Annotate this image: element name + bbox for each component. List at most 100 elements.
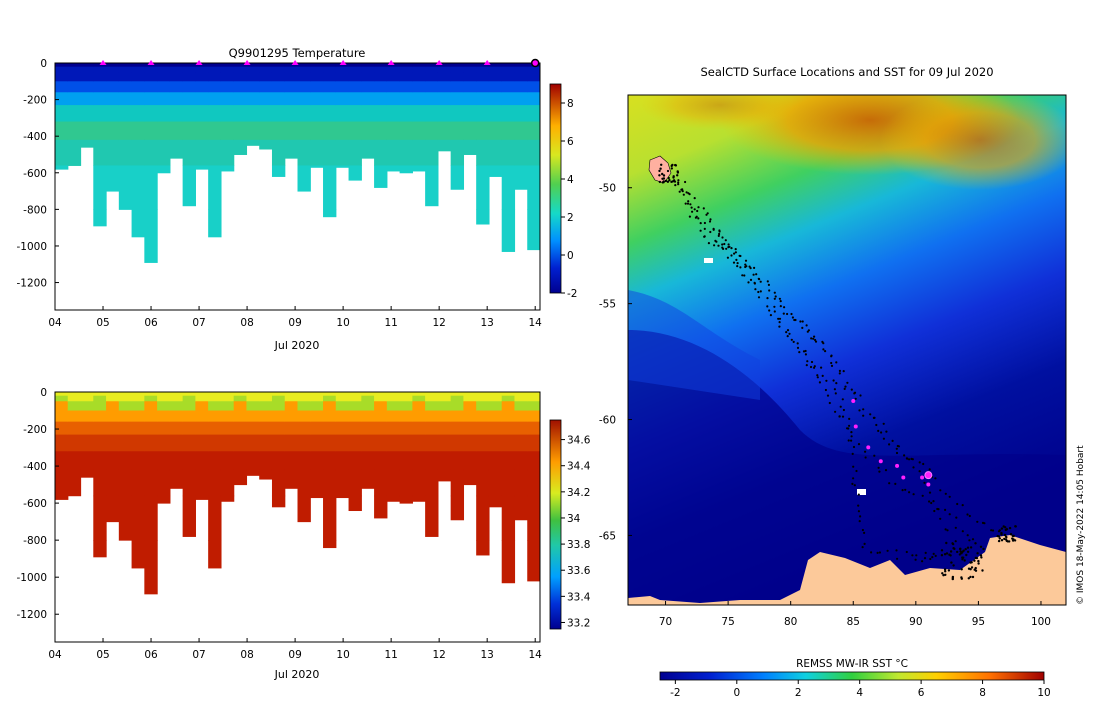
track-dot bbox=[952, 547, 955, 550]
track-dot bbox=[914, 558, 917, 561]
track-dot bbox=[884, 469, 888, 472]
track-dot bbox=[667, 176, 670, 180]
map-ytick-label: -65 bbox=[599, 530, 616, 542]
track-dot bbox=[976, 552, 979, 555]
track-dot bbox=[786, 312, 789, 316]
temperature-profile bbox=[450, 63, 465, 190]
track-dot bbox=[820, 366, 823, 369]
temperature-xtick-label: 07 bbox=[192, 317, 205, 329]
track-dot bbox=[973, 568, 976, 571]
temperature-profile bbox=[425, 63, 439, 207]
recent-position-marker bbox=[866, 445, 871, 450]
track-dot bbox=[806, 360, 809, 363]
track-dot bbox=[858, 520, 861, 523]
track-dot bbox=[743, 274, 746, 277]
track-dot bbox=[662, 180, 665, 183]
track-dot bbox=[897, 445, 901, 448]
track-dot bbox=[863, 531, 866, 535]
track-dot bbox=[859, 515, 862, 518]
track-dot bbox=[759, 290, 762, 293]
sst-cbar-label: 0 bbox=[733, 687, 740, 699]
track-dot bbox=[941, 572, 944, 575]
track-dot bbox=[850, 435, 853, 438]
track-dot bbox=[888, 443, 891, 446]
track-dot bbox=[944, 570, 947, 573]
track-dot bbox=[838, 415, 841, 418]
track-dot bbox=[818, 381, 822, 384]
track-dot bbox=[952, 564, 955, 567]
track-dot bbox=[944, 573, 947, 576]
temperature-xtick-label: 12 bbox=[432, 317, 445, 329]
temperature-profile bbox=[208, 63, 222, 238]
sst-cbar-label: 2 bbox=[795, 687, 802, 699]
track-dot bbox=[895, 549, 898, 552]
temperature-profile bbox=[361, 63, 375, 159]
salinity-xtick-label: 05 bbox=[96, 649, 109, 661]
track-dot bbox=[822, 342, 825, 345]
track-dot bbox=[777, 317, 780, 320]
temperature-cbar-label: 8 bbox=[567, 98, 574, 110]
track-dot bbox=[728, 245, 731, 248]
temperature-profile bbox=[527, 63, 540, 251]
salinity-xtick-label: 04 bbox=[48, 649, 62, 661]
track-dot bbox=[794, 318, 797, 322]
track-dot bbox=[966, 546, 970, 549]
track-dot bbox=[828, 401, 831, 405]
track-dot bbox=[773, 310, 776, 313]
track-dot bbox=[773, 305, 776, 308]
track-dot bbox=[847, 439, 850, 442]
track-dot bbox=[864, 456, 867, 459]
salinity-xtick-label: 14 bbox=[529, 649, 543, 661]
track-dot bbox=[788, 332, 791, 335]
temperature-ytick-label: -1200 bbox=[16, 278, 47, 290]
salinity-ytick-label: -600 bbox=[23, 498, 47, 510]
recent-position-marker bbox=[920, 475, 925, 480]
track-dot bbox=[734, 248, 737, 251]
track-dot bbox=[931, 556, 934, 559]
track-dot bbox=[790, 312, 793, 316]
track-dot bbox=[971, 538, 975, 541]
track-dot bbox=[804, 353, 808, 356]
track-dot bbox=[779, 305, 782, 308]
map-ytick-label: -50 bbox=[599, 183, 616, 195]
track-dot bbox=[749, 278, 753, 281]
track-dot bbox=[778, 325, 781, 328]
track-dot bbox=[951, 542, 955, 546]
track-dot bbox=[769, 314, 773, 317]
track-dot bbox=[805, 364, 808, 367]
track-dot bbox=[833, 388, 837, 391]
track-dot bbox=[965, 553, 968, 557]
track-dot bbox=[841, 415, 845, 418]
track-dot bbox=[955, 516, 958, 519]
track-dot bbox=[962, 549, 965, 552]
track-dot bbox=[768, 309, 771, 312]
track-dot bbox=[841, 398, 844, 401]
map-xtick-label: 90 bbox=[909, 616, 922, 628]
temperature-ytick-label: -400 bbox=[23, 131, 47, 143]
track-dot bbox=[886, 549, 889, 552]
temperature-cbar-label: 6 bbox=[567, 136, 574, 148]
track-dot bbox=[940, 549, 944, 552]
temperature-panel: Q9901295 Temperature 0 -200 -400 -600 -800 -1… bbox=[16, 46, 577, 352]
track-dot bbox=[767, 283, 771, 286]
salinity-ytick-label: -200 bbox=[23, 424, 47, 436]
salinity-profile bbox=[284, 392, 299, 489]
surface-marker bbox=[435, 60, 443, 65]
track-dot bbox=[969, 546, 973, 549]
salinity-profile bbox=[55, 392, 69, 500]
track-dot bbox=[964, 548, 967, 551]
track-dot bbox=[979, 554, 983, 557]
track-dot bbox=[954, 526, 957, 529]
track-dot bbox=[687, 200, 690, 203]
temperature-profile bbox=[310, 63, 324, 168]
temperature-xtick-label: 04 bbox=[48, 317, 62, 329]
track-dot bbox=[658, 169, 661, 173]
salinity-profile bbox=[297, 392, 311, 523]
track-dot bbox=[724, 239, 727, 242]
sst-colorbar bbox=[659, 671, 1045, 681]
track-dot bbox=[882, 422, 885, 425]
salinity-profile bbox=[386, 392, 401, 502]
track-dot bbox=[878, 470, 881, 473]
salinity-profile bbox=[348, 392, 362, 512]
track-dot bbox=[835, 361, 838, 364]
